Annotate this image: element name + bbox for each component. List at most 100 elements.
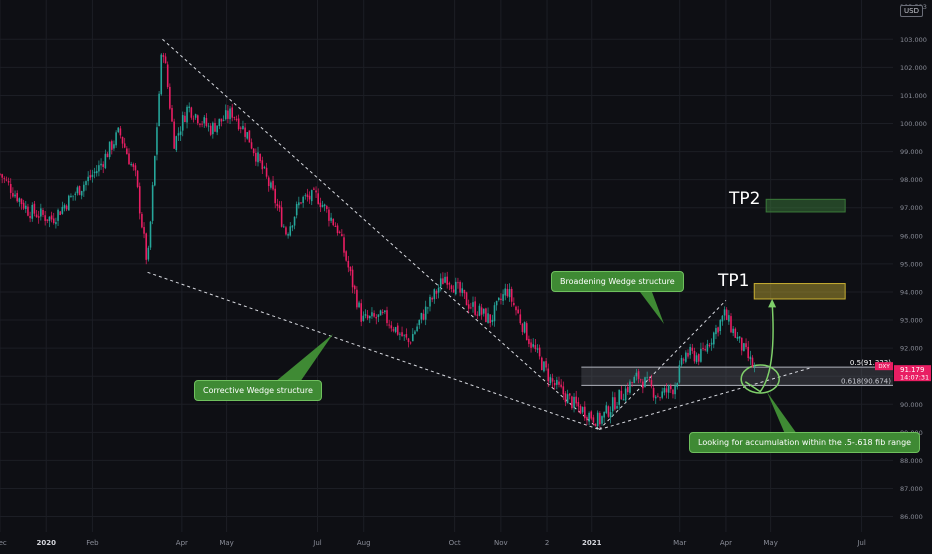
candle-body xyxy=(519,314,522,324)
time-axis-bg xyxy=(0,532,932,550)
candle-body xyxy=(525,323,528,341)
candle-body xyxy=(713,332,715,345)
candle-body xyxy=(568,393,571,396)
candle-body xyxy=(278,205,281,209)
candle-body xyxy=(181,115,184,131)
candle-body xyxy=(87,176,89,182)
candle-body xyxy=(616,406,618,409)
candle-body xyxy=(424,306,427,320)
price-tick-label: 98.000 xyxy=(900,176,923,184)
candle-body xyxy=(212,122,214,135)
candle-body xyxy=(143,227,145,234)
candle-body xyxy=(588,412,590,422)
candle-body xyxy=(302,196,304,203)
candle-body xyxy=(747,346,749,359)
candle-body xyxy=(173,121,175,149)
candle-body xyxy=(437,287,440,293)
candle-body xyxy=(667,385,670,393)
candle-body xyxy=(304,195,307,197)
candle-body xyxy=(240,127,242,129)
candle-body xyxy=(396,325,399,335)
candle-body xyxy=(513,302,515,306)
candle-body xyxy=(321,205,324,207)
time-tick-label: Jul xyxy=(856,539,866,547)
candle-body xyxy=(7,181,10,183)
candle-body xyxy=(599,412,601,425)
candle-body xyxy=(175,136,178,151)
candle-body xyxy=(551,378,554,382)
tp2-label: TP2 xyxy=(729,189,761,209)
candle-body xyxy=(22,202,25,209)
broadening-wedge-lower-line xyxy=(599,367,812,431)
currency-badge[interactable]: USD xyxy=(900,5,923,17)
candle-body xyxy=(433,289,436,300)
candle-body xyxy=(717,327,719,333)
candle-body xyxy=(674,385,676,395)
candle-body xyxy=(586,417,588,421)
candle-body xyxy=(111,141,113,150)
price-tick-label: 95.000 xyxy=(900,260,923,268)
candle-body xyxy=(575,396,577,404)
candle-body xyxy=(190,107,193,118)
candle-body xyxy=(564,393,567,403)
candle-body xyxy=(360,303,362,322)
candle-body xyxy=(80,190,83,196)
candle-body xyxy=(725,309,728,320)
candle-body xyxy=(472,302,474,307)
candle-body xyxy=(740,337,743,351)
candles xyxy=(0,52,756,429)
candle-body xyxy=(336,225,339,234)
candle-body xyxy=(315,190,317,193)
candle-body xyxy=(16,193,18,202)
candle-body xyxy=(72,195,74,197)
candle-body xyxy=(343,237,345,253)
candle-body xyxy=(310,190,313,202)
candle-body xyxy=(573,396,575,408)
candle-body xyxy=(715,328,717,335)
candle-body xyxy=(334,225,337,227)
tp2-target-box xyxy=(765,198,846,213)
time-tick-label: 2021 xyxy=(582,539,602,547)
tp1-target-box xyxy=(753,283,846,300)
candle-body xyxy=(532,344,534,347)
candle-body xyxy=(261,160,264,170)
candle-body xyxy=(35,214,38,218)
candle-body xyxy=(184,115,186,123)
candle-body xyxy=(177,133,180,136)
candle-body xyxy=(571,396,573,409)
candle-body xyxy=(379,310,382,316)
candle-body xyxy=(646,377,648,379)
candle-body xyxy=(388,324,390,326)
candle-body xyxy=(123,143,126,148)
candle-body xyxy=(523,322,526,333)
candle-body xyxy=(498,297,500,301)
candle-body xyxy=(169,86,171,109)
candle-body xyxy=(233,117,236,119)
candle-body xyxy=(25,205,27,209)
price-tick-label: 94.000 xyxy=(900,288,923,296)
candle-body xyxy=(141,213,143,228)
candle-body xyxy=(431,297,433,300)
candle-body xyxy=(749,356,752,360)
time-tick-label: Nov xyxy=(494,539,508,547)
candle-body xyxy=(115,132,117,146)
candle-body xyxy=(151,185,154,221)
price-tick-label: 103.000 xyxy=(900,36,927,44)
broadening-callout-pointer xyxy=(640,292,664,324)
candle-body xyxy=(313,188,315,190)
candle-body xyxy=(556,379,558,385)
grid xyxy=(0,0,893,532)
candle-body xyxy=(381,312,384,313)
candle-body xyxy=(272,180,274,190)
candle-body xyxy=(459,281,461,293)
candle-body xyxy=(422,313,425,320)
candle-body xyxy=(487,313,489,323)
candle-body xyxy=(541,357,543,371)
candle-body xyxy=(164,56,167,64)
candle-body xyxy=(444,276,446,283)
candle-body xyxy=(521,323,524,332)
candle-body xyxy=(283,226,285,228)
candle-body xyxy=(345,251,347,261)
